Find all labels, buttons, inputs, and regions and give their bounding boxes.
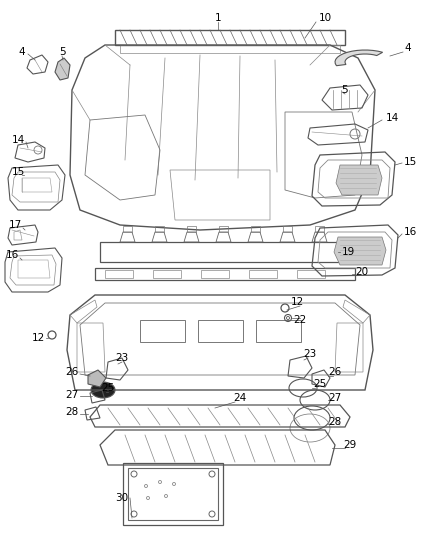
Bar [140,320,185,342]
Polygon shape [336,165,382,195]
Text: 22: 22 [293,315,307,325]
Text: 27: 27 [65,390,79,400]
Bar [249,270,277,278]
Polygon shape [55,58,70,80]
Text: 27: 27 [328,393,342,403]
Text: 15: 15 [11,167,25,177]
Text: 1: 1 [215,13,221,23]
Text: 5: 5 [342,85,348,95]
Bar [100,242,340,262]
Bar [297,270,325,278]
Text: 4: 4 [19,47,25,57]
Bar [120,45,340,53]
Text: 10: 10 [318,13,332,23]
Bar [153,270,181,278]
Text: 17: 17 [8,220,21,230]
Bar [95,268,355,280]
Bar [201,270,229,278]
Text: 25: 25 [313,379,327,389]
Polygon shape [334,237,386,265]
Text: 14: 14 [11,135,25,145]
Text: 12: 12 [290,297,304,307]
Bar [115,30,345,45]
Polygon shape [88,370,106,387]
Text: 28: 28 [65,407,79,417]
Text: 23: 23 [115,353,129,363]
Text: 29: 29 [343,440,357,450]
Text: 16: 16 [403,227,417,237]
Text: 24: 24 [233,393,247,403]
Text: 14: 14 [385,113,399,123]
Text: 26: 26 [328,367,342,377]
Text: 28: 28 [328,417,342,427]
Text: 16: 16 [5,250,19,260]
Text: 15: 15 [403,157,417,167]
Text: 19: 19 [341,247,355,257]
Text: 23: 23 [304,349,317,359]
Text: 25: 25 [101,383,115,393]
Bar [256,320,301,342]
Bar [198,320,243,342]
Text: 20: 20 [356,267,368,277]
Polygon shape [335,50,383,66]
Bar [128,468,218,520]
Text: 26: 26 [65,367,79,377]
Bar [105,270,133,278]
Bar [123,463,223,525]
Text: 4: 4 [405,43,411,53]
Ellipse shape [91,382,115,398]
Text: 5: 5 [59,47,65,57]
Text: 30: 30 [116,493,129,503]
Text: 12: 12 [32,333,45,343]
